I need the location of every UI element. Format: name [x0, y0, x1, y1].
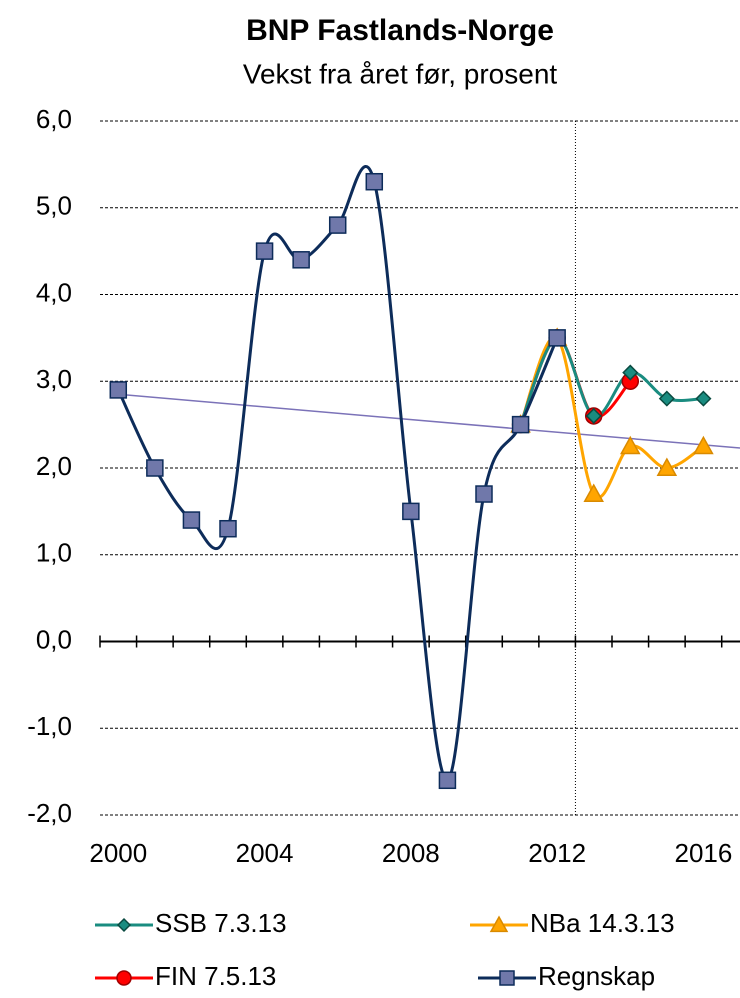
- legend-label: NBa 14.3.13: [530, 908, 675, 938]
- marker: [658, 390, 675, 407]
- marker: [585, 407, 602, 425]
- legend-marker: [116, 917, 132, 933]
- y-tick-label: 2,0: [36, 451, 72, 481]
- marker: [475, 485, 493, 503]
- x-tick-label: 2016: [675, 838, 733, 868]
- legend-marker: [499, 970, 515, 986]
- marker: [622, 364, 639, 381]
- legend-marker: [116, 970, 132, 986]
- y-tick-label: 0,0: [36, 624, 72, 654]
- marker: [548, 329, 566, 347]
- y-tick-label: 4,0: [36, 277, 72, 307]
- marker: [693, 435, 714, 455]
- legend-marker: [489, 915, 509, 933]
- marker: [292, 251, 310, 269]
- chart-title: BNP Fastlands-Norge: [246, 14, 554, 47]
- marker: [255, 242, 274, 260]
- chart-subtitle: Vekst fra året før, prosent: [243, 58, 558, 89]
- marker: [219, 519, 237, 538]
- marker: [109, 381, 128, 399]
- marker: [365, 172, 384, 191]
- marker: [328, 216, 347, 234]
- series-line: [116, 164, 559, 782]
- marker: [583, 483, 604, 502]
- y-tick-label: -1,0: [27, 711, 72, 741]
- y-tick-label: -2,0: [27, 798, 72, 828]
- x-tick-label: 2012: [528, 838, 586, 868]
- x-tick-label: 2004: [236, 838, 294, 868]
- y-tick-label: 1,0: [36, 538, 72, 568]
- y-tick-label: 5,0: [36, 191, 72, 221]
- y-tick-label: 6,0: [36, 104, 72, 134]
- legend-label: SSB 7.3.13: [155, 908, 287, 938]
- marker: [182, 511, 201, 529]
- legend-label: FIN 7.5.13: [155, 961, 276, 991]
- legend-label: Regnskap: [538, 961, 655, 991]
- marker: [656, 457, 678, 476]
- marker: [146, 459, 164, 477]
- marker: [438, 771, 457, 790]
- x-tick-label: 2000: [89, 838, 147, 868]
- marker: [695, 390, 712, 407]
- marker: [511, 415, 530, 434]
- marker: [402, 502, 420, 521]
- y-tick-label: 3,0: [36, 364, 72, 394]
- x-tick-label: 2008: [382, 838, 440, 868]
- trend-line: [118, 393, 740, 449]
- marker: [620, 435, 641, 455]
